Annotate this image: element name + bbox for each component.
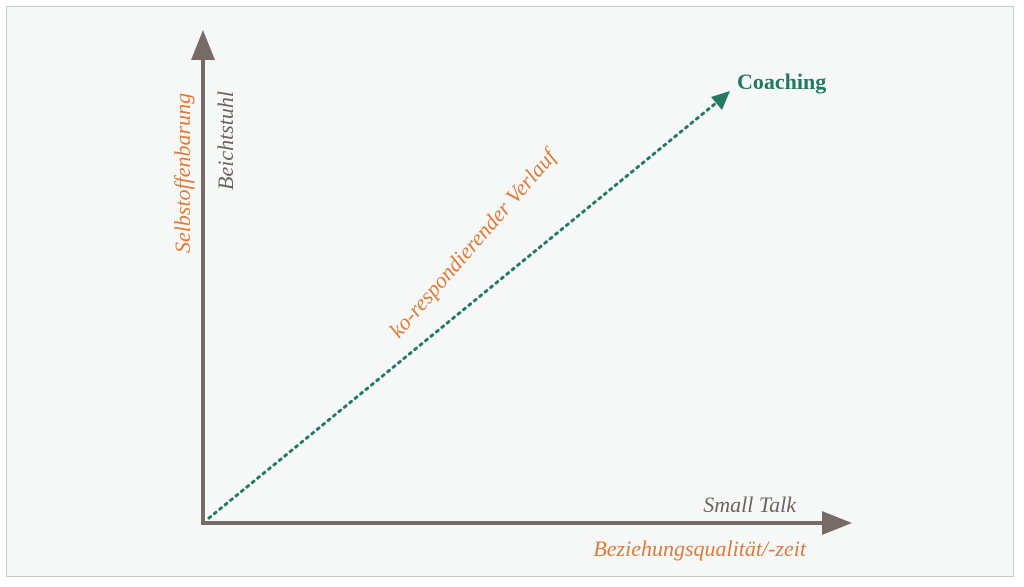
diagram-frame bbox=[6, 6, 1014, 577]
diagonal-arrowhead bbox=[711, 91, 730, 110]
x-axis-label-secondary: Small Talk bbox=[703, 492, 797, 517]
diagonal-label: ko-respondierender Verlauf bbox=[384, 142, 563, 342]
x-axis-label-primary: Beziehungsqualität/-zeit bbox=[593, 536, 807, 561]
x-axis-arrowhead bbox=[822, 511, 852, 535]
endpoint-label-coaching: Coaching bbox=[737, 69, 826, 94]
y-axis-arrowhead bbox=[191, 30, 215, 60]
y-axis-label-primary: Selbstoffenbarung bbox=[170, 93, 195, 253]
y-axis-label-secondary: Beichtstuhl bbox=[213, 91, 238, 190]
diagonal-dotted-line bbox=[207, 101, 718, 520]
